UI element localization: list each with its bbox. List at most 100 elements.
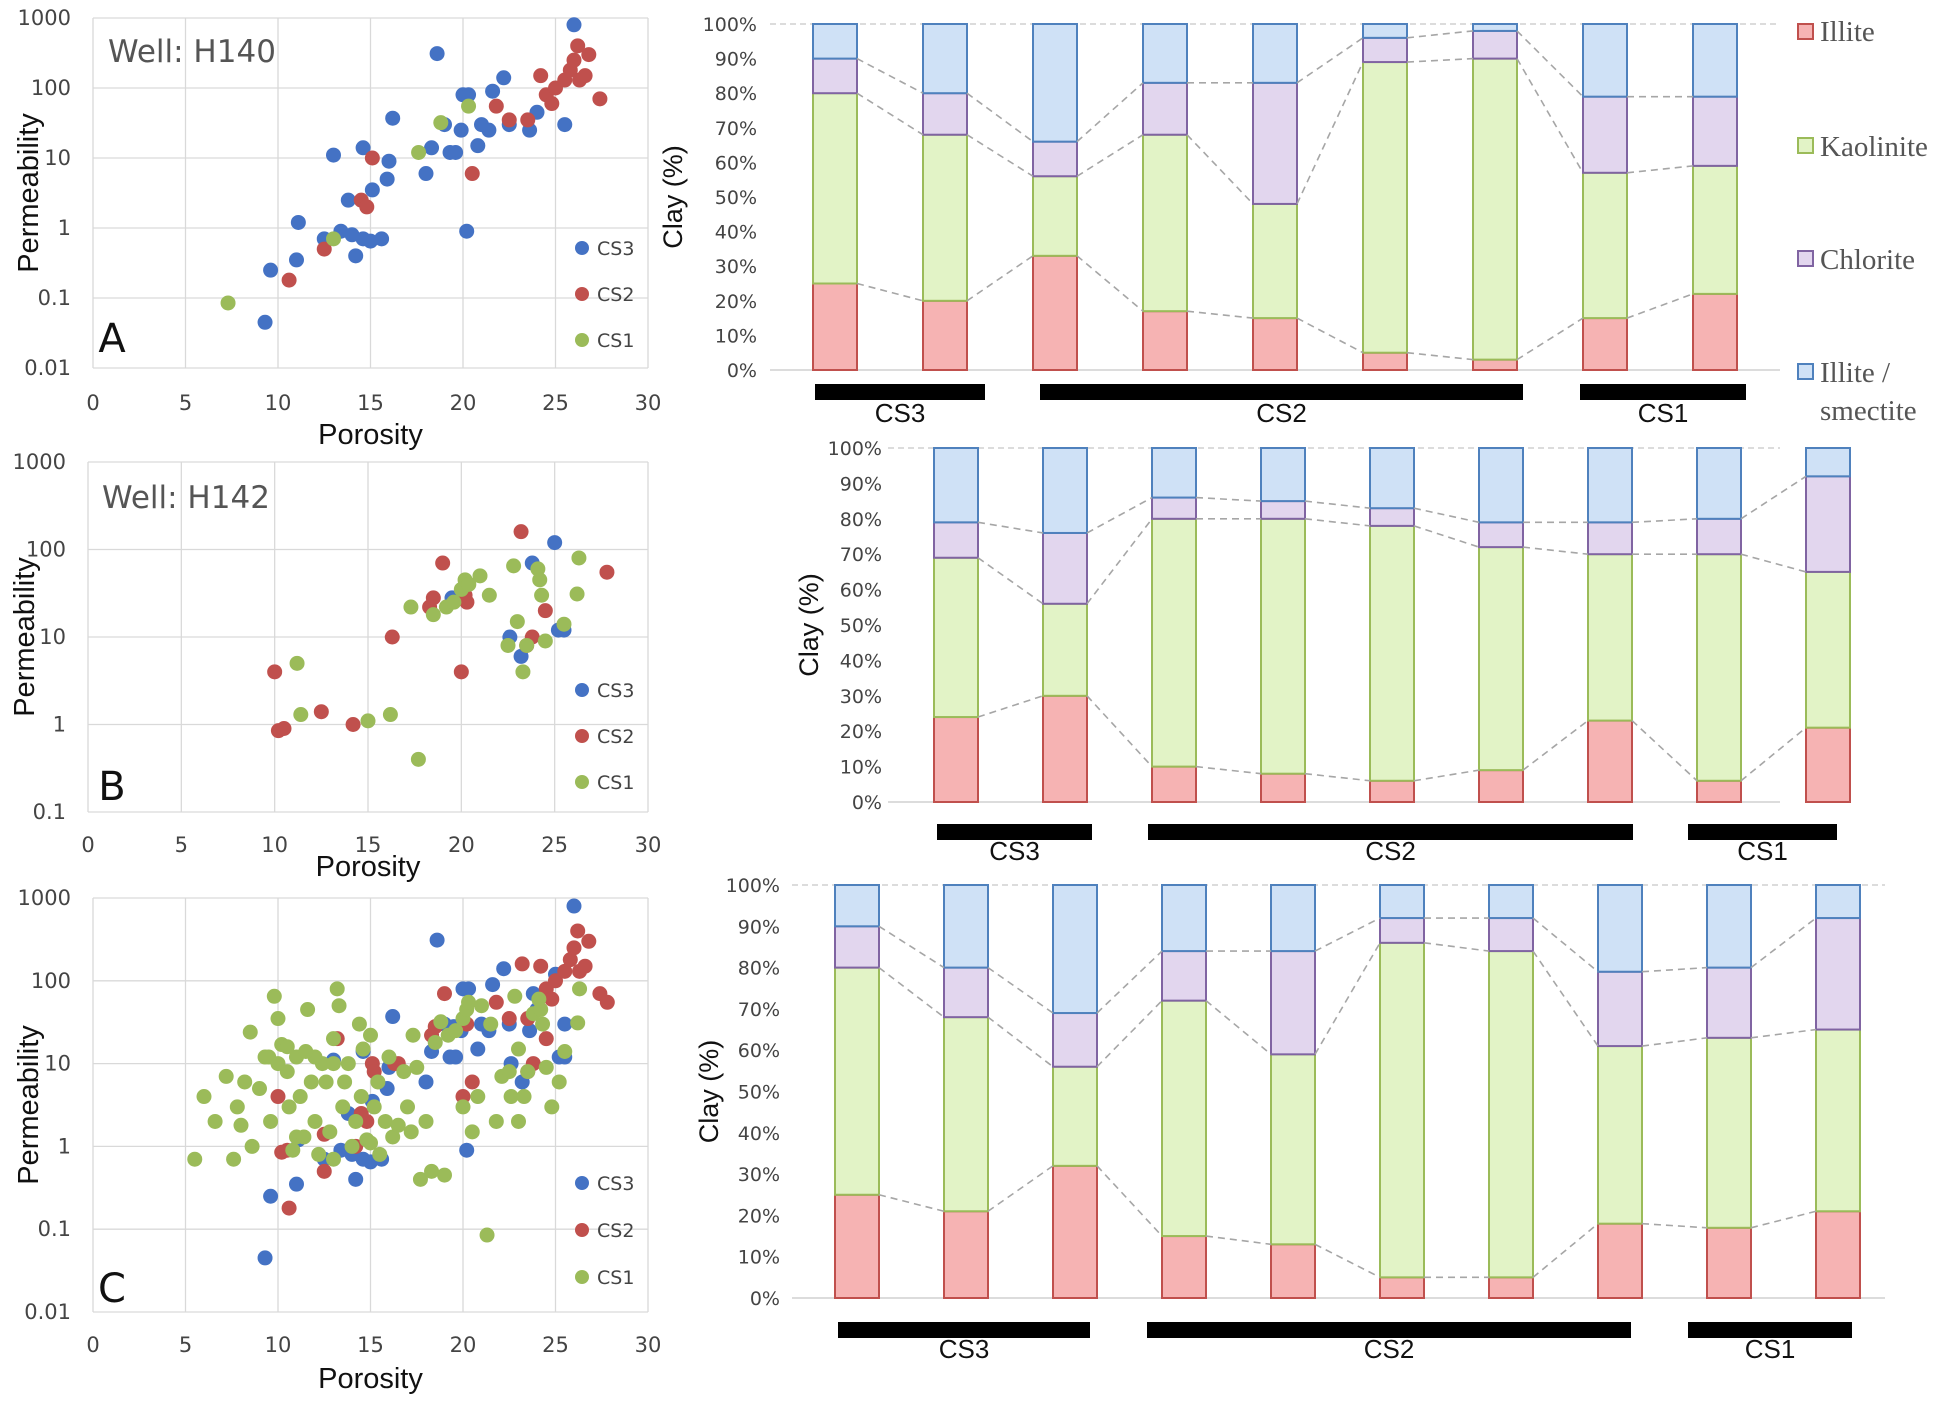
data-point-cs1 xyxy=(464,1124,480,1140)
data-point-cs1 xyxy=(520,1064,536,1080)
well-label: Well: H140 xyxy=(108,34,276,70)
bar-segment-illite xyxy=(1597,1222,1643,1300)
bar-segment-illite xyxy=(1369,779,1415,804)
data-point-cs3 xyxy=(340,192,356,208)
x-tick-label: 25 xyxy=(541,833,568,857)
bar-segment-chlorite xyxy=(1151,496,1197,520)
x-tick-label: 5 xyxy=(175,833,188,857)
stacked-bar xyxy=(1260,447,1306,803)
data-point-cs2 xyxy=(581,47,597,63)
group-label-cs1: CS1 xyxy=(1737,836,1788,866)
group-label-cs1: CS1 xyxy=(1638,398,1689,428)
data-point-cs1 xyxy=(326,1056,341,1072)
bar-segment-illite-smectite xyxy=(1706,884,1752,969)
data-point-cs1 xyxy=(461,98,477,114)
connector-line xyxy=(1205,1000,1272,1055)
data-point-cs1 xyxy=(381,1049,397,1065)
data-point-cs1 xyxy=(532,572,548,588)
bar-segment-illite xyxy=(922,299,968,371)
data-point-cs3 xyxy=(289,252,304,268)
bar-segment-illite-smectite xyxy=(1805,447,1851,478)
group-label-cs3: CS3 xyxy=(875,398,926,428)
y-tick-label: 70% xyxy=(738,999,780,1021)
bar-segment-illite-smectite xyxy=(1472,23,1518,32)
connector-line xyxy=(856,92,924,136)
bar-segment-illite-smectite xyxy=(1362,23,1408,39)
bar-segment-illite-smectite xyxy=(1478,447,1524,524)
y-tick-label: 70% xyxy=(715,118,757,140)
data-point-cs1 xyxy=(427,1034,443,1050)
data-point-cs1 xyxy=(390,1117,406,1133)
data-point-cs1 xyxy=(556,616,572,632)
bar-segment-chlorite xyxy=(1488,917,1534,953)
bar-segment-illite xyxy=(1151,765,1197,803)
bar-segment-kaolinite xyxy=(1161,999,1207,1238)
data-point-cs2 xyxy=(538,1031,554,1047)
data-point-cs1 xyxy=(331,998,347,1014)
group-bar-cs3 xyxy=(838,1322,1090,1338)
bar-segment-illite xyxy=(812,282,858,371)
data-point-cs1 xyxy=(363,1135,378,1151)
legend-marker-cs3 xyxy=(575,241,589,255)
bar-segment-illite xyxy=(834,1193,880,1299)
data-point-cs3 xyxy=(566,898,582,914)
bar-segment-kaolinite xyxy=(922,133,968,302)
y-tick-label: 100 xyxy=(31,76,71,100)
data-point-cs2 xyxy=(533,68,549,84)
legend-label-cs1: CS1 xyxy=(597,1267,634,1289)
connector-line xyxy=(1626,165,1694,174)
bar-segment-illite-smectite xyxy=(1597,884,1643,973)
data-point-cs3 xyxy=(496,961,512,977)
bar-segment-illite xyxy=(933,716,979,803)
connector-line xyxy=(1750,1210,1817,1229)
data-point-cs2 xyxy=(267,664,283,680)
bar-segment-kaolinite xyxy=(943,1016,989,1213)
data-point-cs3 xyxy=(348,248,364,264)
bar-segment-chlorite xyxy=(1032,140,1078,178)
data-point-cs1 xyxy=(412,1171,428,1187)
data-point-cs1 xyxy=(233,1117,249,1133)
well-label: Well: H142 xyxy=(102,480,270,516)
data-point-cs1 xyxy=(353,1089,369,1105)
data-point-cs1 xyxy=(400,1099,415,1115)
data-point-cs1 xyxy=(242,1024,258,1040)
data-point-cs3 xyxy=(290,214,306,230)
data-point-cs3 xyxy=(461,87,477,103)
data-point-cs2 xyxy=(577,958,593,974)
data-point-cs1 xyxy=(226,1151,242,1167)
data-point-cs3 xyxy=(461,981,477,997)
data-point-cs2 xyxy=(281,1200,297,1216)
data-point-cs1 xyxy=(534,587,550,603)
connector-line xyxy=(1750,917,1817,969)
bar-segment-chlorite xyxy=(1142,81,1188,136)
data-point-cs1 xyxy=(266,988,282,1004)
data-point-cs1 xyxy=(424,1163,440,1179)
connector-line xyxy=(987,1165,1054,1212)
connector-line xyxy=(878,966,945,1018)
y-tick-label: 80% xyxy=(840,509,882,531)
group-bar-cs2 xyxy=(1040,384,1523,400)
bar-segment-chlorite xyxy=(1805,475,1851,573)
data-point-cs3 xyxy=(547,535,563,551)
group-label-cs2: CS2 xyxy=(1256,398,1307,428)
data-point-cs1 xyxy=(507,988,523,1004)
y-tick-label: 10 xyxy=(39,625,66,649)
connector-line xyxy=(1413,507,1480,524)
data-point-cs3 xyxy=(429,932,445,948)
bar-segment-chlorite xyxy=(922,92,968,136)
bar-segment-illite xyxy=(1379,1276,1425,1299)
data-point-cs1 xyxy=(503,1089,519,1105)
bar-segment-illite xyxy=(1582,317,1628,372)
data-point-cs1 xyxy=(511,1041,526,1057)
bar-segment-illite-smectite xyxy=(1052,884,1098,1015)
data-point-cs2 xyxy=(513,524,529,540)
data-point-cs1 xyxy=(279,1064,295,1080)
data-point-cs1 xyxy=(403,599,419,615)
data-point-cs1 xyxy=(448,1023,464,1039)
stacked-bar xyxy=(1488,884,1534,1299)
bar-segment-illite xyxy=(1696,779,1742,804)
connector-line xyxy=(1304,518,1371,527)
panel-letter: B xyxy=(98,764,125,810)
connector-line xyxy=(1076,82,1144,143)
